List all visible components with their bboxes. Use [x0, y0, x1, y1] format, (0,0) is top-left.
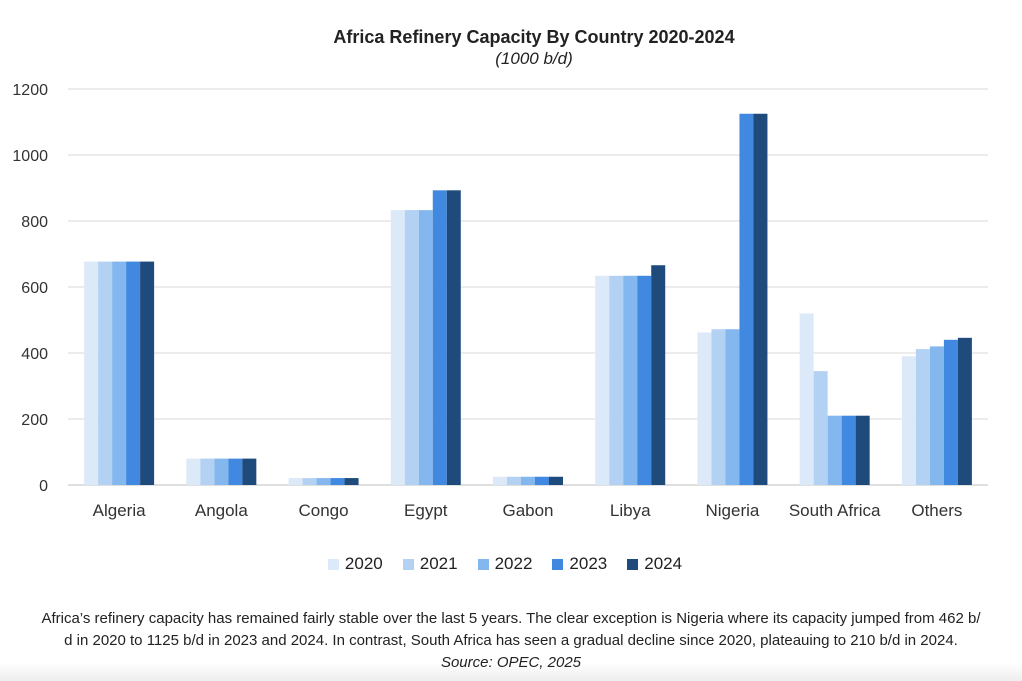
x-tick-label: Others — [911, 501, 962, 520]
legend-swatch — [477, 558, 489, 570]
legend-label: 2021 — [419, 554, 458, 573]
bar-algeria-2021 — [98, 261, 113, 485]
legend-label: 2020 — [344, 554, 383, 573]
y-tick-label: 1200 — [12, 82, 48, 99]
legend-label: 2022 — [494, 554, 533, 573]
bar-congo-2021 — [302, 478, 317, 485]
bar-algeria-2022 — [112, 261, 127, 485]
chart-title: Africa Refinery Capacity By Country 2020… — [333, 27, 735, 47]
y-tick-label: 200 — [21, 412, 48, 429]
bar-nigeria-2020 — [697, 332, 712, 485]
y-tick-label: 800 — [21, 214, 48, 231]
legend-swatch — [552, 558, 564, 570]
legend-swatch — [627, 558, 639, 570]
bar-south-africa-2022 — [827, 415, 842, 485]
x-axis-labels: Algeria Angola Congo Egypt Gabon Libya Nigeria… — [93, 501, 963, 520]
bar-south-africa-2020 — [799, 313, 814, 485]
chart-title-block: Africa Refinery Capacity By Country 2020… — [0, 26, 1022, 70]
bar-gabon-2021 — [507, 476, 521, 485]
bar-chart: 0 200 400 600 800 1000 1200 Algeria Angola Congo… — [12, 82, 988, 520]
bar-egypt-2020 — [390, 210, 405, 486]
bar-libya-2022 — [623, 275, 638, 485]
bar-gabon-2020 — [493, 476, 507, 485]
bar-south-africa-2024 — [855, 415, 870, 485]
bar-egypt-2021 — [404, 210, 419, 486]
bars — [84, 113, 972, 486]
bar-others-2021 — [915, 349, 930, 485]
bar-angola-2021 — [200, 458, 215, 485]
bar-congo-2022 — [316, 478, 331, 485]
x-tick-label: Congo — [299, 501, 349, 520]
x-tick-label: Nigeria — [706, 501, 760, 520]
bar-congo-2020 — [288, 478, 303, 485]
legend-item: 2022 — [477, 554, 533, 574]
legend-item: 2024 — [627, 554, 682, 574]
chart-subtitle: (1000 b/d) — [495, 49, 573, 68]
bar-libya-2020 — [595, 275, 610, 485]
bar-south-africa-2021 — [813, 371, 828, 485]
legend-item: 2020 — [327, 554, 383, 574]
legend-label: 2023 — [569, 554, 608, 573]
bar-libya-2021 — [609, 275, 624, 485]
y-tick-label: 600 — [21, 280, 48, 297]
y-axis-ticks: 0 200 400 600 800 1000 1200 — [12, 82, 48, 495]
bar-gabon-2023 — [535, 476, 549, 485]
caption-line-1: Africa’s refinery capacity has remained … — [41, 610, 981, 627]
caption: Africa’s refinery capacity has remained … — [0, 608, 1022, 674]
bar-congo-2023 — [330, 478, 345, 485]
chart-legend: 2020 2021 2022 2023 2024 — [0, 554, 1010, 574]
bar-others-2022 — [929, 346, 944, 485]
bar-algeria-2023 — [126, 261, 141, 485]
bar-angola-2023 — [228, 458, 243, 485]
bar-gabon-2022 — [521, 476, 535, 485]
legend-item: 2021 — [402, 554, 458, 574]
bar-egypt-2024 — [446, 190, 461, 485]
bar-nigeria-2024 — [753, 113, 768, 485]
legend-item: 2023 — [552, 554, 607, 574]
x-tick-label: Libya — [610, 501, 651, 520]
bar-south-africa-2023 — [841, 415, 856, 485]
gridlines — [68, 88, 988, 486]
bar-libya-2024 — [651, 265, 666, 485]
y-tick-label: 1000 — [12, 148, 48, 165]
y-tick-label: 0 — [39, 478, 48, 495]
x-tick-label: Gabon — [502, 501, 553, 520]
bar-algeria-2020 — [84, 261, 99, 485]
bar-libya-2023 — [637, 275, 652, 485]
bar-nigeria-2021 — [711, 329, 726, 485]
y-tick-label: 400 — [21, 346, 48, 363]
bar-algeria-2024 — [140, 261, 155, 485]
bar-egypt-2022 — [418, 210, 433, 486]
x-tick-label: Egypt — [404, 501, 448, 520]
bar-nigeria-2023 — [739, 113, 754, 485]
bar-gabon-2024 — [549, 476, 563, 485]
bar-congo-2024 — [344, 478, 359, 485]
bar-egypt-2023 — [432, 190, 447, 485]
bar-angola-2020 — [186, 458, 201, 485]
bar-others-2024 — [957, 337, 972, 485]
legend-swatch — [402, 558, 414, 570]
legend-swatch — [327, 558, 339, 570]
caption-source: Source: OPEC, 2025 — [440, 654, 582, 671]
legend-label: 2024 — [644, 554, 683, 573]
bar-angola-2024 — [242, 458, 257, 485]
bar-others-2020 — [901, 356, 916, 485]
bar-others-2023 — [943, 339, 958, 485]
bar-nigeria-2022 — [725, 329, 740, 485]
bar-angola-2022 — [214, 458, 229, 485]
x-tick-label: South Africa — [789, 501, 881, 520]
x-tick-label: Angola — [195, 501, 248, 520]
caption-line-2: d in 2020 to 1125 b/d in 2023 and 2024. … — [64, 632, 958, 649]
x-tick-label: Algeria — [93, 501, 146, 520]
